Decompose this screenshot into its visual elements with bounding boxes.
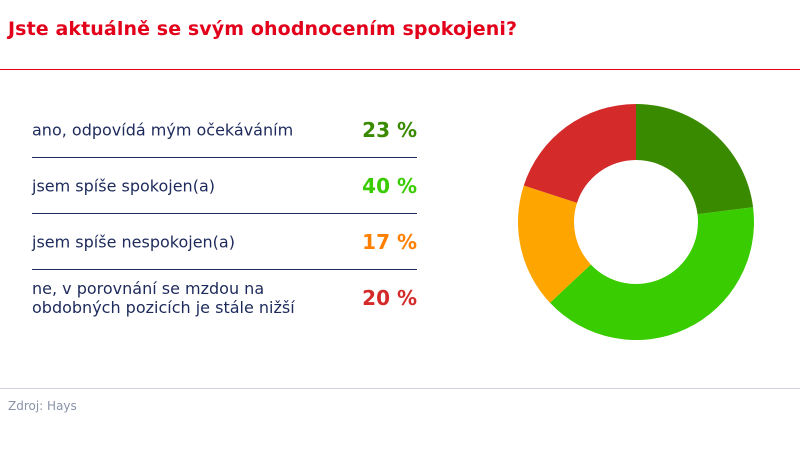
legend-value: 17 % — [362, 229, 417, 254]
donut-slice — [636, 104, 754, 215]
legend-label: ano, odpovídá mým očekáváním — [32, 120, 294, 139]
legend-row: jsem spíše spokojen(a) 40 % — [32, 158, 417, 214]
chart-title: Jste aktuálně se svým ohodnocením spokoj… — [8, 18, 518, 40]
legend-value: 40 % — [362, 173, 417, 198]
legend-row: jsem spíše nespokojen(a) 17 % — [32, 214, 417, 270]
legend-label: jsem spíše spokojen(a) — [32, 176, 215, 195]
donut-slice — [549, 207, 754, 340]
legend-label: ne, v porovnání se mzdou na obdobných po… — [32, 279, 295, 317]
donut-slice — [523, 104, 636, 203]
legend-row: ano, odpovídá mým očekáváním 23 % — [32, 102, 417, 158]
legend-label: jsem spíše nespokojen(a) — [32, 232, 235, 251]
source-note: Zdroj: Hays — [8, 399, 77, 413]
legend-row: ne, v porovnání se mzdou na obdobných po… — [32, 270, 417, 326]
title-divider — [0, 69, 800, 70]
legend: ano, odpovídá mým očekáváním 23 % jsem s… — [32, 102, 417, 326]
footer-divider — [0, 388, 800, 389]
donut-slice — [518, 185, 591, 303]
donut-chart — [518, 104, 754, 340]
legend-value: 23 % — [362, 117, 417, 142]
legend-value: 20 % — [362, 286, 417, 310]
